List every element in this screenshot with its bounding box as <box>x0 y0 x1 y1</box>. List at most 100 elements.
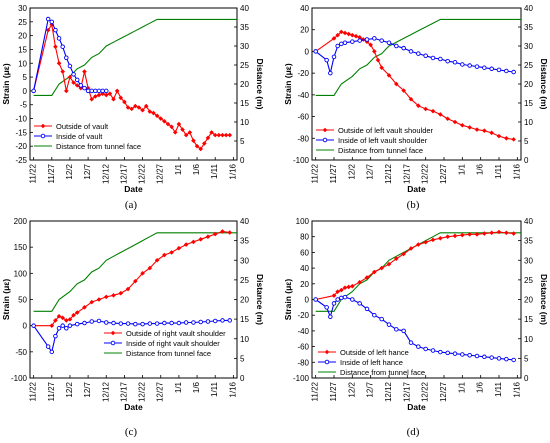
series-line-0 <box>33 23 230 150</box>
y2-tick-label: 5 <box>240 137 245 146</box>
data-point <box>205 319 211 324</box>
data-point <box>56 60 62 66</box>
x-axis-title: Date <box>124 402 143 412</box>
data-point <box>74 310 80 315</box>
y-tick-label: -100 <box>293 156 310 165</box>
data-point <box>64 318 69 323</box>
data-point <box>408 96 414 102</box>
data-point <box>104 320 109 325</box>
data-point <box>394 81 399 87</box>
x-tick-label: 12/7 <box>366 381 375 397</box>
y-tick-label: 15 <box>18 45 27 54</box>
y2-tick-label: 20 <box>524 296 533 305</box>
data-point <box>212 318 218 324</box>
legend-label: Inside of left hance <box>340 358 403 367</box>
x-tick-label: 11/22 <box>311 163 320 183</box>
data-point <box>74 83 80 88</box>
data-point <box>96 92 102 98</box>
data-point <box>71 80 76 85</box>
data-point <box>496 133 502 139</box>
x-tick-label: 12/2 <box>347 381 356 397</box>
data-point <box>375 57 381 63</box>
data-point <box>386 322 392 327</box>
y2-tick-label: 30 <box>524 42 533 51</box>
y-tick-label: -15 <box>15 128 27 137</box>
data-point <box>82 85 87 91</box>
data-point <box>386 40 392 45</box>
data-point <box>183 320 189 325</box>
x-tick-label: 12/2 <box>65 163 74 179</box>
data-point <box>89 96 95 102</box>
data-point <box>504 68 509 74</box>
y-tick-label: 20 <box>18 32 27 41</box>
x-tick-label: 1/11 <box>494 381 503 397</box>
y-tick-label: 100 <box>14 269 28 278</box>
data-point <box>53 333 58 339</box>
data-point <box>104 88 109 94</box>
data-point <box>60 44 65 49</box>
data-point <box>452 233 458 239</box>
data-point <box>56 313 62 319</box>
data-point <box>438 235 443 241</box>
data-point <box>103 92 109 98</box>
data-point <box>489 230 494 236</box>
data-point <box>445 116 450 122</box>
x-tick-label: 1/1 <box>174 163 183 175</box>
data-point <box>64 55 69 60</box>
data-point <box>64 88 69 94</box>
data-point <box>78 83 84 88</box>
x-axis-title: Date <box>407 184 426 194</box>
data-point <box>445 234 450 239</box>
data-point <box>67 317 73 322</box>
data-point <box>60 69 65 74</box>
data-point <box>45 344 51 349</box>
y-axis-title: Strain (με) <box>283 63 293 105</box>
data-point <box>379 265 384 271</box>
y-tick-label: 40 <box>300 264 309 273</box>
data-point <box>114 88 120 94</box>
panel-a: -25 -20 -15 -10 -5 0 5 10 15 20 25 30 0 5 10 15 20 25 30 35… <box>1 4 265 211</box>
data-point <box>342 294 348 300</box>
x-tick-label: 11/22 <box>29 381 38 401</box>
legend-label: Distance from tunnel face <box>338 146 423 155</box>
data-point <box>324 57 329 63</box>
data-point <box>445 58 450 64</box>
data-point <box>147 321 153 326</box>
data-point <box>511 69 516 75</box>
data-point <box>191 138 196 143</box>
data-point <box>198 146 203 152</box>
series-line-2 <box>33 232 237 312</box>
y2-tick-label: 40 <box>524 4 533 13</box>
data-point <box>445 350 450 356</box>
data-point <box>357 35 362 40</box>
data-point <box>489 355 494 360</box>
data-point <box>93 88 98 94</box>
data-point <box>118 95 124 101</box>
y-axis-title: Strain (με) <box>1 63 11 105</box>
x-tick-label: 12/22 <box>421 381 430 402</box>
data-point <box>67 63 73 69</box>
data-point <box>346 284 351 290</box>
y2-tick-label: 0 <box>524 374 529 383</box>
data-point <box>401 251 406 257</box>
data-point <box>482 65 487 70</box>
y2-tick-label: 20 <box>524 80 533 89</box>
data-point <box>496 356 502 361</box>
y-axis-title: Strain (με) <box>1 279 11 321</box>
x-tick-label: 12/2 <box>347 163 356 179</box>
data-point <box>482 128 487 133</box>
data-point <box>125 321 131 326</box>
panel-c: -100 -50 0 50 100 150 200 0 5 10 15 20 25 30 35 40 11/22… <box>1 217 265 438</box>
data-point <box>504 230 509 236</box>
data-point <box>183 242 189 247</box>
data-point <box>147 109 153 114</box>
data-point <box>71 312 76 318</box>
y-tick-label: 25 <box>18 18 27 27</box>
data-point <box>56 326 62 331</box>
data-point <box>504 135 509 141</box>
data-point <box>212 132 218 138</box>
legend-label: Outside of right vault shoulder <box>126 329 226 338</box>
data-point <box>324 305 329 310</box>
